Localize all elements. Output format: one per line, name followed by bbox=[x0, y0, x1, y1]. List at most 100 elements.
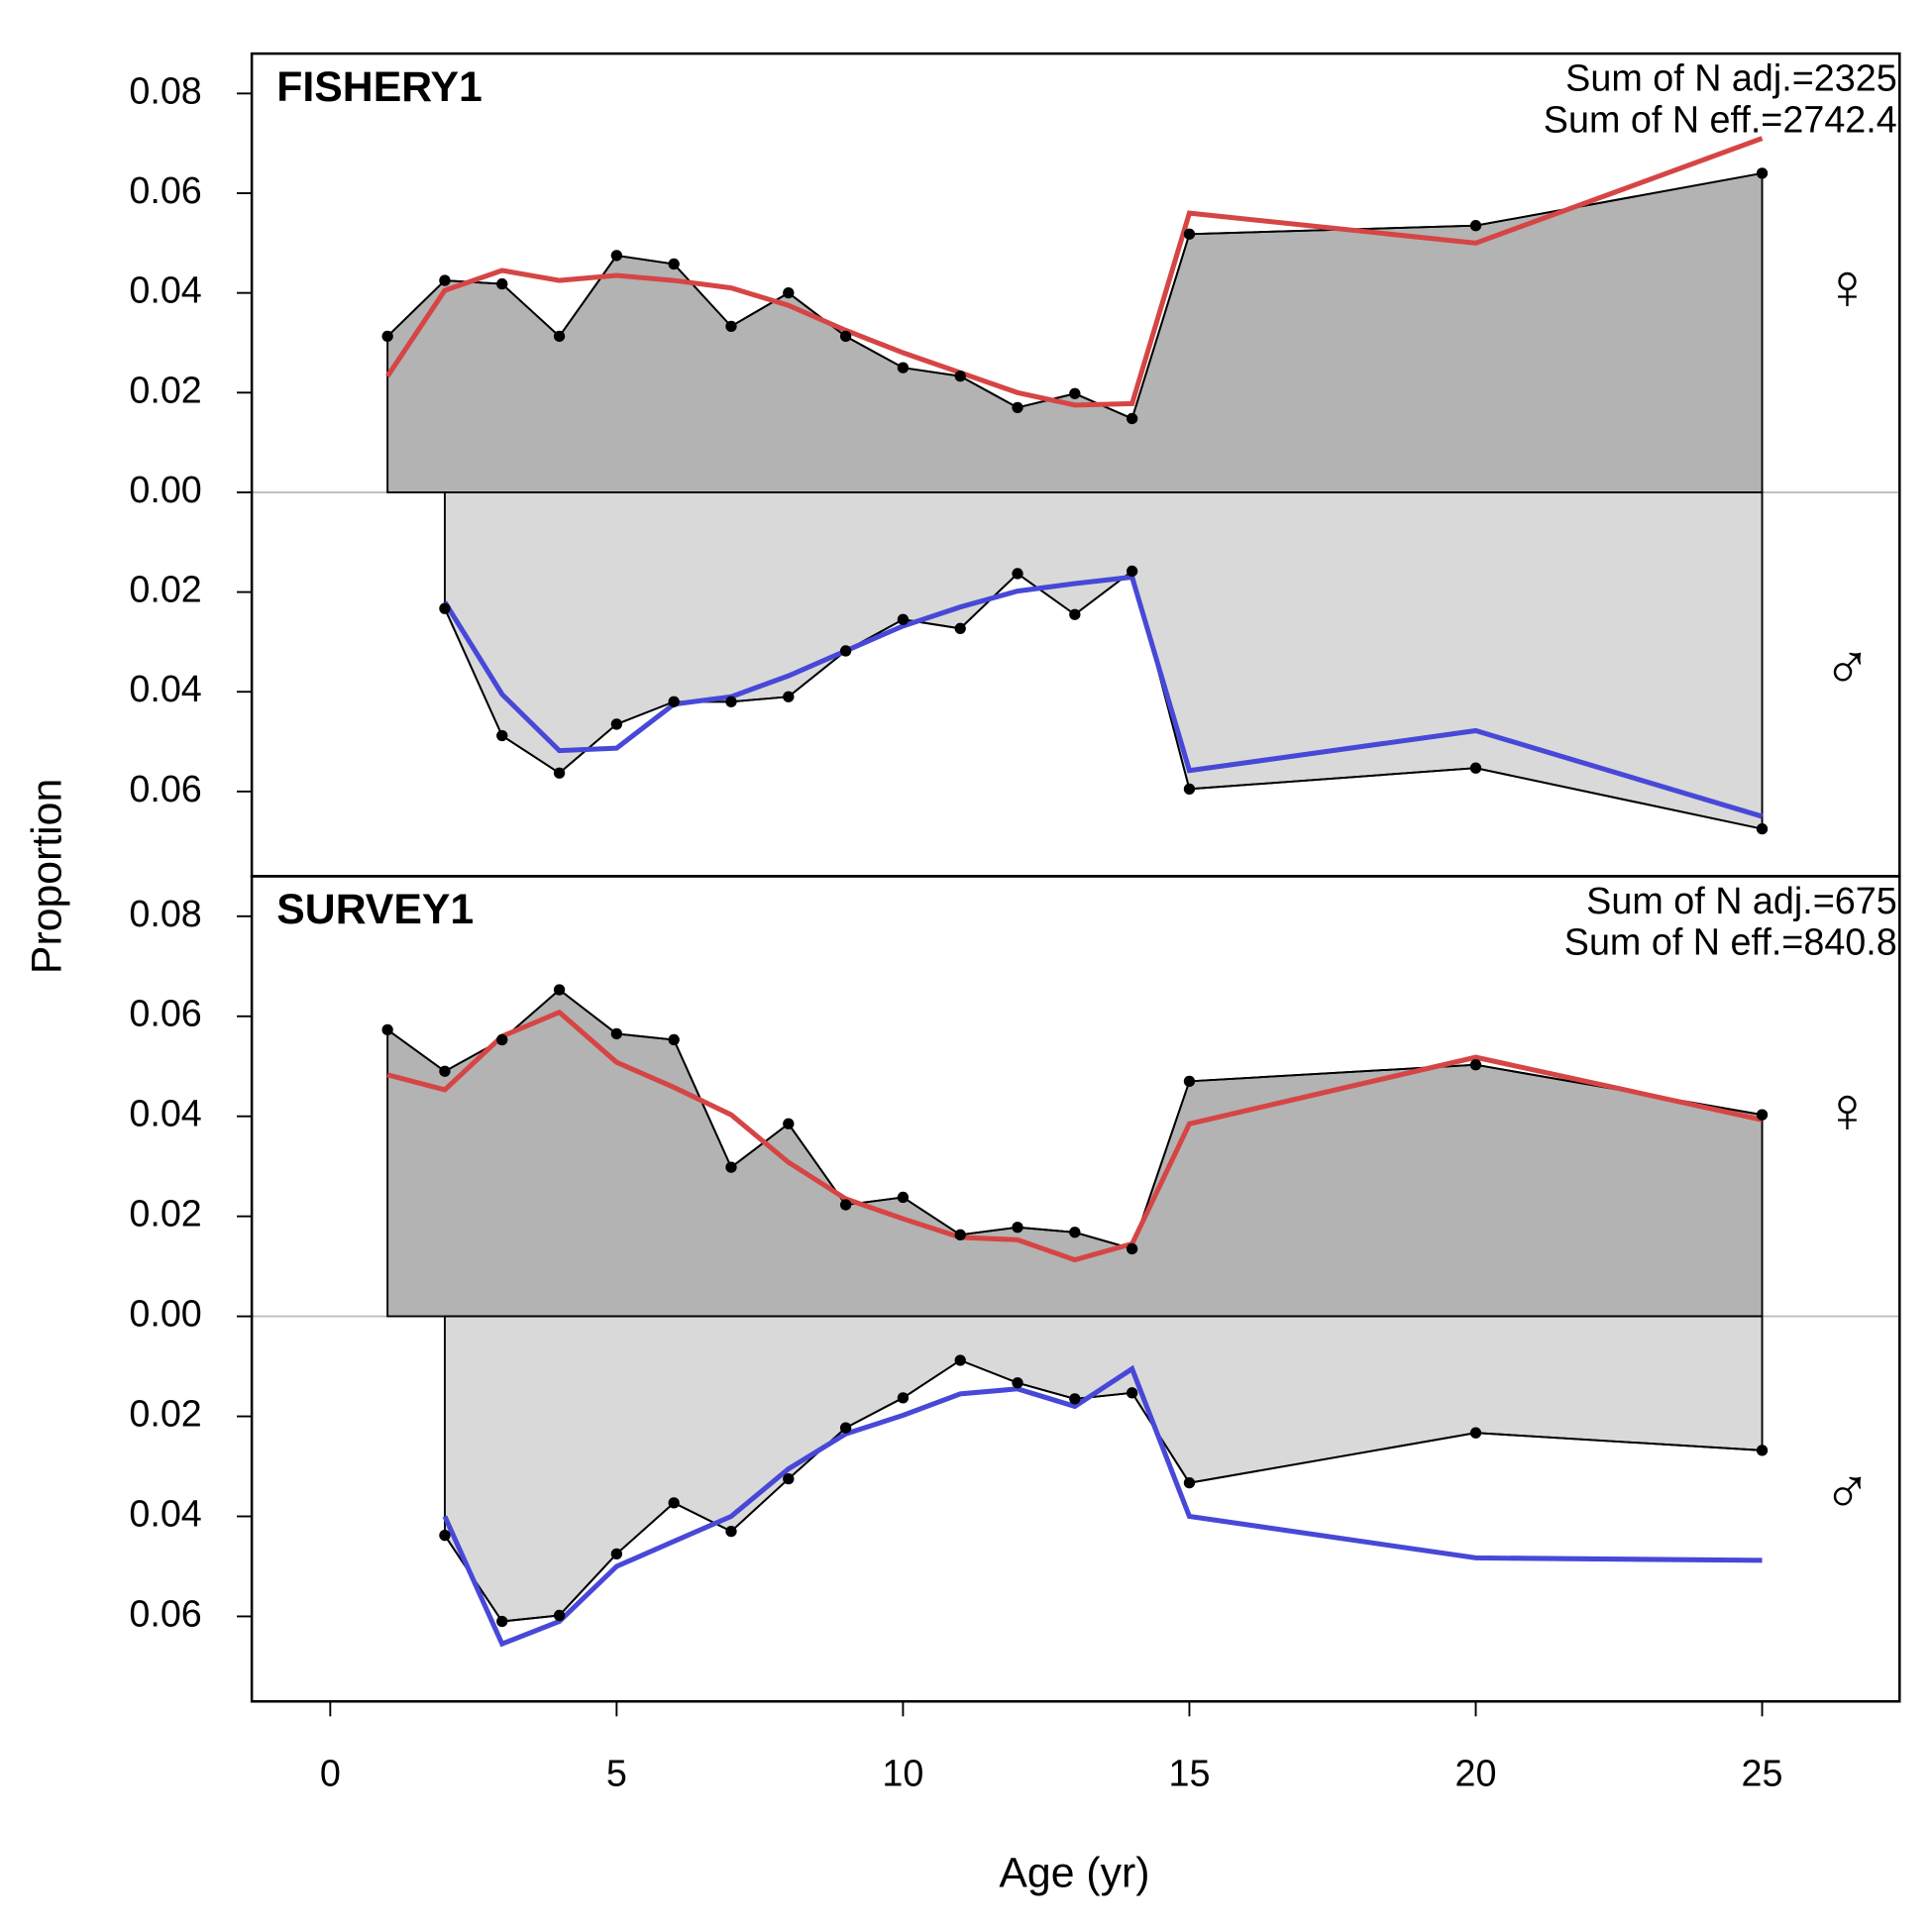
sex-symbol: ♀ bbox=[1823, 1074, 1872, 1146]
y-axis-label: Proportion bbox=[24, 779, 71, 974]
observed-point bbox=[954, 1229, 966, 1240]
observed-point bbox=[1069, 1227, 1081, 1238]
observed-point bbox=[496, 1615, 508, 1628]
observed-point bbox=[1469, 1059, 1482, 1071]
observed-point bbox=[725, 1525, 737, 1538]
observed-point bbox=[1469, 1427, 1482, 1439]
observed-point bbox=[496, 1033, 508, 1046]
observed-point bbox=[553, 330, 566, 343]
panel-frame bbox=[250, 875, 1901, 1703]
observed-point bbox=[439, 274, 451, 286]
observed-point bbox=[1126, 412, 1138, 425]
y-tick-label: 0.06 bbox=[129, 169, 201, 211]
observed-point bbox=[1756, 822, 1769, 835]
observed-point bbox=[1012, 1222, 1023, 1234]
observed-point bbox=[897, 613, 910, 625]
area bbox=[444, 490, 1764, 830]
observed-point bbox=[1126, 1242, 1138, 1255]
observed-point bbox=[668, 696, 680, 707]
observed-point bbox=[1469, 762, 1482, 774]
observed-point bbox=[439, 602, 451, 614]
observed-point bbox=[668, 1497, 680, 1509]
observed-point bbox=[1069, 387, 1081, 399]
y-tick-label: 0.02 bbox=[129, 569, 201, 610]
y-tick-label: 0.04 bbox=[129, 269, 201, 311]
y-tick-label: 0.04 bbox=[129, 1093, 201, 1134]
observed-point bbox=[1012, 568, 1023, 580]
observed-point bbox=[783, 1472, 795, 1485]
observed-point bbox=[439, 1065, 451, 1077]
observed-point bbox=[553, 984, 566, 996]
y-tick-label: 0.06 bbox=[129, 993, 201, 1034]
observed-point bbox=[839, 1422, 852, 1434]
x-tick-label: 10 bbox=[882, 1753, 923, 1794]
x-tick-label: 20 bbox=[1455, 1753, 1497, 1794]
expected-line bbox=[442, 1364, 1763, 1648]
panel-title: FISHERY1 bbox=[276, 63, 483, 111]
area bbox=[444, 1315, 1764, 1623]
sex-symbol: ♀ bbox=[1823, 251, 1872, 323]
observed-point bbox=[553, 767, 566, 779]
observed-point bbox=[1756, 1445, 1769, 1456]
x-axis-label: Age (yr) bbox=[999, 1850, 1149, 1897]
observed-point bbox=[610, 250, 623, 262]
observed-point bbox=[839, 1199, 852, 1211]
expected-line bbox=[442, 574, 1764, 819]
observed-point bbox=[496, 277, 508, 290]
observed-point bbox=[610, 718, 623, 730]
annotation: Sum of N adj.=675 bbox=[1586, 880, 1897, 921]
observed-point bbox=[1183, 1075, 1196, 1088]
annotation: Sum of N adj.=2325 bbox=[1565, 57, 1897, 99]
observed-point bbox=[897, 362, 910, 374]
x-tick-label: 0 bbox=[320, 1753, 341, 1794]
x-tick-label: 5 bbox=[606, 1753, 627, 1794]
observed-point bbox=[954, 1354, 966, 1366]
y-tick-label: 0.02 bbox=[129, 1193, 201, 1234]
observed-point bbox=[1183, 1477, 1196, 1489]
x-tick-label: 15 bbox=[1168, 1753, 1210, 1794]
observed-point bbox=[496, 729, 508, 742]
annotation: Sum of N eff.=2742.4 bbox=[1544, 98, 1897, 140]
observed-point bbox=[954, 622, 966, 634]
observed-point bbox=[1756, 167, 1769, 179]
y-tick-label: 0.04 bbox=[129, 1492, 201, 1534]
observed-point bbox=[381, 1023, 393, 1036]
observed-point bbox=[668, 258, 680, 270]
observed-point bbox=[725, 320, 737, 333]
area bbox=[386, 171, 1764, 493]
area bbox=[386, 988, 1764, 1318]
observed-point bbox=[954, 371, 966, 382]
y-tick-label: 0.04 bbox=[129, 668, 201, 709]
observed-point bbox=[1126, 565, 1138, 578]
y-tick-label: 0.00 bbox=[129, 1293, 201, 1335]
observed-point bbox=[610, 1548, 623, 1560]
observed-point bbox=[1012, 1377, 1023, 1389]
y-tick-label: 0.02 bbox=[129, 1393, 201, 1435]
sex-symbol: ♂ bbox=[1823, 1455, 1872, 1528]
observed-point bbox=[1756, 1109, 1769, 1121]
y-tick-label: 0.08 bbox=[129, 893, 201, 934]
observed-point bbox=[610, 1027, 623, 1040]
observed-point bbox=[839, 330, 852, 343]
y-tick-label: 0.00 bbox=[129, 469, 201, 510]
sex-symbol: ♂ bbox=[1823, 630, 1872, 702]
x-tick-label: 25 bbox=[1742, 1753, 1783, 1794]
observed-point bbox=[1012, 401, 1023, 414]
observed-point bbox=[783, 691, 795, 702]
panel-title: SURVEY1 bbox=[276, 886, 474, 933]
observed-point bbox=[897, 1392, 910, 1404]
y-tick-label: 0.02 bbox=[129, 369, 201, 410]
observed-point bbox=[1469, 220, 1482, 232]
annotation: Sum of N eff.=840.8 bbox=[1564, 921, 1897, 963]
y-tick-label: 0.08 bbox=[129, 69, 201, 111]
observed-point bbox=[381, 330, 393, 343]
expected-line bbox=[385, 136, 1764, 408]
observed-point bbox=[439, 1530, 451, 1542]
observed-point bbox=[725, 1161, 737, 1173]
observed-point bbox=[897, 1191, 910, 1204]
observed-point bbox=[1183, 228, 1196, 240]
observed-point bbox=[668, 1033, 680, 1046]
observed-point bbox=[725, 696, 737, 707]
y-tick-label: 0.06 bbox=[129, 1592, 201, 1634]
